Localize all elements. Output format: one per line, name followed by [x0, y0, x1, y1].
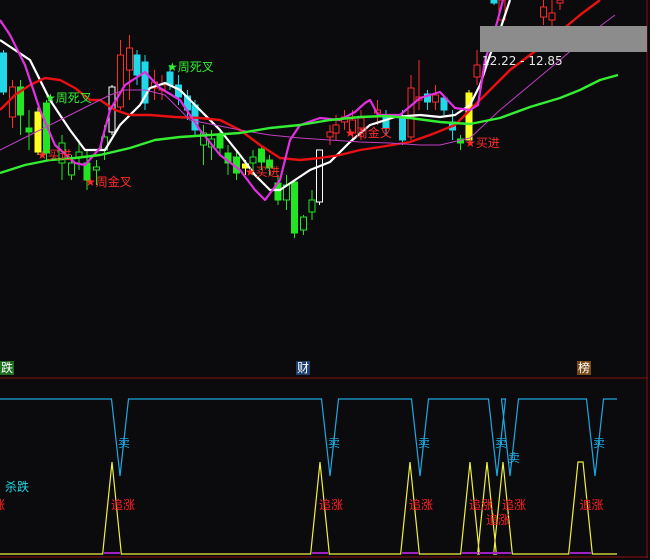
annotation-text: 买进 [47, 148, 72, 162]
sell-signal-label: 卖 [418, 436, 431, 450]
candle-body [291, 181, 298, 234]
moving-average-line [0, 0, 505, 202]
star-icon: ★ [37, 148, 48, 162]
buy-signal-label: 追涨 [469, 498, 494, 512]
candle-body [432, 94, 439, 103]
sell-signal-label: 卖 [328, 436, 341, 450]
star-icon: ★ [465, 136, 476, 150]
annotation-text: 买进 [475, 136, 500, 150]
header-tag-bang[interactable]: 榜 [577, 361, 592, 375]
candle-body [349, 119, 356, 134]
candle-body [540, 6, 547, 18]
signal-annotation: ★买进 [465, 136, 500, 150]
star-icon: ★ [45, 91, 56, 105]
candle-body [556, 0, 564, 4]
signal-annotation: ★周死叉 [167, 60, 214, 74]
signal-annotation: ★买进 [37, 148, 72, 162]
candle-body [440, 97, 448, 111]
candle-body [249, 156, 257, 164]
moving-average-line [0, 14, 616, 151]
sell-signal-line [0, 398, 617, 477]
buy-signal-label: 追涨 [111, 498, 136, 512]
candle-body [0, 52, 7, 93]
candle-body [326, 131, 334, 138]
candle-body [17, 86, 24, 116]
candle-body [332, 124, 340, 134]
header-tag-die[interactable]: 跌 [0, 361, 15, 375]
signal-annotation: ★买进 [245, 165, 280, 179]
candle-body [126, 47, 133, 71]
candle-body [266, 159, 273, 169]
candle-body [141, 61, 149, 104]
moving-average-line [0, 73, 619, 175]
star-icon: ★ [345, 126, 356, 140]
candle-body [407, 87, 415, 138]
buy-signal-line [0, 461, 617, 555]
annotation-text: 周死叉 [177, 60, 214, 74]
candle-body [473, 64, 481, 78]
candle-body [424, 93, 431, 103]
candle-body [9, 86, 16, 118]
annotation-text: 周金叉 [355, 126, 392, 140]
sell-signal-label: 卖 [593, 436, 606, 450]
buy-signal-label: 追涨 [579, 498, 604, 512]
candle-body [117, 54, 124, 108]
signal-annotation: ★周金叉 [85, 175, 132, 189]
annotation-text: 周死叉 [55, 91, 92, 105]
annotation-text: 买进 [255, 165, 280, 179]
candle-body [258, 148, 265, 163]
candle-body [93, 166, 100, 171]
crosshair-tooltip-box [480, 26, 647, 52]
sell-signal-label: 卖 [118, 436, 131, 450]
buy-signal-label: 追涨 [502, 498, 527, 512]
candle-body [216, 133, 224, 149]
candle-body [316, 149, 323, 203]
candle-body [308, 199, 316, 213]
buy-signal-label: 追涨 [319, 498, 344, 512]
candle-body [25, 127, 33, 133]
moving-average-line [0, 0, 512, 192]
star-icon: ★ [245, 165, 256, 179]
sell-signal-label: 卖 [508, 451, 521, 465]
candle-body [498, 0, 506, 21]
buy-signal-label: 追涨 [409, 498, 434, 512]
candle-body [490, 0, 498, 4]
header-tag-cai[interactable]: 财 [296, 361, 311, 375]
buy-label-cut: 涨 [0, 498, 5, 512]
signal-annotation: ★周金叉 [345, 126, 392, 140]
legend-label-shadie: 杀跌 [5, 480, 30, 494]
candle-body [133, 54, 141, 76]
buy-signal-label: 追涨 [486, 513, 511, 527]
sell-signal-label: 卖 [495, 436, 508, 450]
candle-body [465, 92, 473, 141]
star-icon: ★ [85, 175, 96, 189]
candle-body [548, 12, 556, 21]
candle-body [68, 162, 75, 176]
annotation-text: 周金叉 [95, 175, 132, 189]
moving-average-line [0, 0, 601, 162]
candle-body [300, 216, 307, 231]
price-range-label: 12.22 - 12.85 [482, 54, 563, 68]
candle-body [399, 117, 406, 141]
star-icon: ★ [167, 60, 178, 74]
signal-annotation: ★周死叉 [45, 91, 92, 105]
